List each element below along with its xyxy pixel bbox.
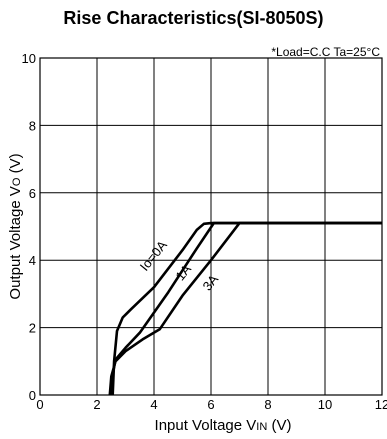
x-tick-label: 8 <box>264 397 271 412</box>
series-line-io-0a <box>111 221 382 396</box>
y-tick-label: 8 <box>29 118 36 133</box>
series-layer <box>108 221 382 396</box>
x-tick-label: 2 <box>93 397 100 412</box>
plot-frame <box>39 57 383 396</box>
series-line-3a <box>108 221 382 396</box>
y-axis-label: Output Voltage VO (V) <box>7 153 24 299</box>
y-tick-label: 0 <box>29 388 36 403</box>
y-tick-label: 2 <box>29 321 36 336</box>
x-tick-label: 12 <box>375 397 387 412</box>
series-label-io-0a: Io=0A <box>137 237 170 273</box>
chart-title: Rise Characteristics(SI-8050S) <box>63 8 324 28</box>
series-labels: Io=0A 1A 3A <box>137 237 222 293</box>
tick-labels: 0 2 4 6 8 10 12 0 2 4 6 8 10 <box>22 51 387 412</box>
chart-note: *Load=C.C Ta=25°C <box>271 45 380 59</box>
y-tick-label: 10 <box>22 51 36 66</box>
x-axis-label: Input Voltage VIN (V) <box>155 417 292 434</box>
y-tick-label: 4 <box>29 253 36 268</box>
x-tick-label: 4 <box>150 397 157 412</box>
x-tick-label: 6 <box>207 397 214 412</box>
x-tick-label: 0 <box>36 397 43 412</box>
series-label-3a: 3A <box>200 271 222 293</box>
x-tick-label: 10 <box>318 397 332 412</box>
y-tick-label: 6 <box>29 186 36 201</box>
